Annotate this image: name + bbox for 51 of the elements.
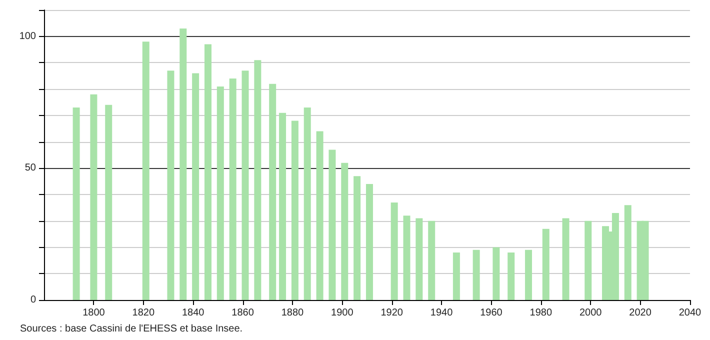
bar [279,112,286,300]
bar [180,28,187,300]
bar [508,252,515,300]
bar [525,250,532,300]
bar [254,60,262,300]
bar [304,108,311,300]
bar [390,202,398,300]
bar [472,250,480,300]
x-tick-label: 2020 [629,308,652,318]
x-tick-label: 1900 [331,308,354,318]
bar [90,94,98,300]
bar [242,70,249,300]
bar [562,218,570,300]
x-tick-label: 2040 [678,308,702,318]
bar [291,120,298,300]
bar [428,220,436,300]
bar [403,216,410,300]
bar [142,42,150,300]
bar [452,252,460,300]
source-note: Sources : base Cassini de l'EHESS et base Insee. [20,324,243,334]
x-tick-label: 1840 [182,308,205,318]
bar [624,205,632,300]
bar [167,70,174,300]
x-tick-label: 1860 [232,308,254,318]
bar [105,104,112,300]
bar [341,162,348,300]
bar [492,247,500,300]
x-tick-label: 1980 [530,308,552,318]
bar [416,218,423,300]
x-tick-label: 1920 [380,308,404,318]
bar [584,220,592,300]
x-tick-label: 1960 [480,308,503,318]
bar [542,228,550,300]
x-tick-label: 1800 [82,308,106,318]
bar [216,86,224,300]
bar [316,131,324,300]
bar [192,73,200,300]
bar [72,108,80,300]
y-tick-label: 0 [30,294,36,306]
y-tick-label: 100 [19,30,36,42]
x-tick-label: 1940 [430,308,454,318]
x-tick-label: 2000 [579,308,602,318]
bar [328,150,336,300]
x-tick-label: 1880 [281,308,304,318]
bar [354,176,361,300]
bar [229,78,236,300]
x-tick-label: 1820 [132,308,155,318]
bar [366,184,373,300]
bar [269,84,276,300]
bar [204,44,212,300]
y-tick-label: 50 [24,162,36,174]
